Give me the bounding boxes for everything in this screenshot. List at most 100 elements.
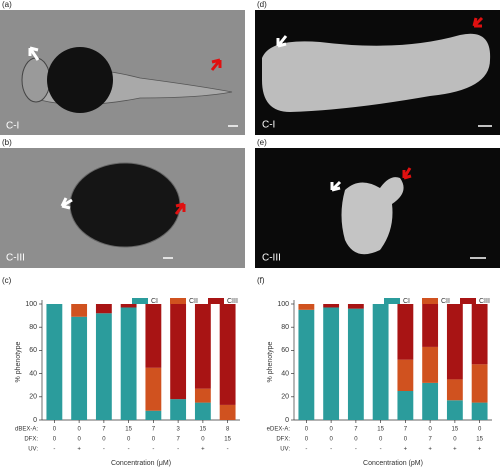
y-tick-label: 60 (281, 347, 289, 354)
row-value: + (201, 447, 205, 453)
bar-segment (170, 399, 187, 420)
y-tick-label: 0 (285, 417, 289, 424)
row-label: dBEX-A: (15, 427, 38, 433)
row-value: 0 (77, 427, 81, 433)
row-value: 0 (305, 437, 309, 443)
bar-segment (422, 346, 439, 383)
bar-segment (372, 304, 389, 420)
row-value: 7 (152, 427, 156, 433)
bar-segment (120, 307, 137, 420)
bar-segment (298, 304, 315, 310)
bar-segment (347, 308, 364, 420)
y-tick-label: 100 (25, 301, 37, 308)
bar-segment (194, 304, 211, 389)
row-value: - (355, 447, 357, 453)
legend-swatch (422, 298, 438, 304)
arrow-white (276, 35, 288, 48)
row-value: 0 (152, 437, 156, 443)
bar-segment (323, 304, 340, 308)
row-value: 0 (478, 427, 482, 433)
legend-swatch (208, 298, 224, 304)
row-value: - (177, 447, 179, 453)
y-tick-label: 80 (29, 324, 37, 331)
row-value: 7 (102, 427, 106, 433)
legend-swatch (132, 298, 148, 304)
yolk (47, 47, 113, 113)
caption: C-I (6, 121, 19, 132)
row-value: 8 (226, 427, 230, 433)
bar-segment (323, 307, 340, 420)
panel-label: (b) (2, 138, 12, 147)
y-tick-label: 100 (277, 301, 289, 308)
panel-label: (d) (257, 0, 267, 9)
row-value: - (305, 447, 307, 453)
legend-swatch (460, 298, 476, 304)
caption: C-III (262, 253, 281, 264)
row-label: UV: (280, 447, 290, 453)
bar-segment (145, 410, 162, 420)
row-value: + (478, 447, 482, 453)
row-value: 0 (127, 437, 131, 443)
row-value: + (428, 447, 432, 453)
x-axis-label: Concentration (pM) (363, 460, 423, 467)
row-label: eDEX-A: (267, 427, 291, 433)
row-value: - (380, 447, 382, 453)
arrow-red (210, 58, 222, 71)
embryo (262, 33, 491, 112)
bar-segment (298, 309, 315, 420)
y-tick-label: 40 (281, 370, 289, 377)
row-value: 0 (201, 437, 205, 443)
row-value: 15 (125, 427, 132, 433)
bar-segment (397, 359, 414, 391)
y-tick-label: 60 (29, 347, 37, 354)
panel-label: (a) (2, 0, 12, 9)
row-value: 0 (329, 427, 333, 433)
row-value: 15 (224, 437, 231, 443)
row-value: + (453, 447, 457, 453)
row-value: 0 (354, 437, 358, 443)
bar-segment (219, 404, 236, 420)
bar-segment (471, 402, 488, 420)
y-axis-label: % phenotype (267, 341, 274, 382)
arrow-white (330, 180, 342, 192)
bar-segment (446, 379, 463, 401)
row-value: - (103, 447, 105, 453)
bar-segment (397, 391, 414, 420)
row-value: 0 (77, 437, 81, 443)
bar-segment (347, 304, 364, 309)
row-value: 7 (404, 427, 408, 433)
panel-label: (c) (2, 276, 12, 285)
panel-label: (f) (257, 276, 265, 285)
row-value: 0 (102, 437, 106, 443)
panel-label: (e) (257, 138, 267, 147)
row-value: - (152, 447, 154, 453)
row-value: + (77, 447, 81, 453)
row-value: - (53, 447, 55, 453)
row-value: 15 (476, 437, 483, 443)
bar-segment (71, 304, 88, 317)
bar-segment (422, 304, 439, 347)
legend-label: CII (189, 298, 198, 305)
x-axis-label: Concentration (μM) (111, 460, 171, 467)
row-value: + (404, 447, 408, 453)
legend-label: CI (151, 298, 158, 305)
arrow-red (472, 16, 484, 28)
bar-segment (120, 304, 137, 308)
caption: C-III (6, 253, 25, 264)
bar-segment (145, 367, 162, 411)
row-label: DFX: (276, 437, 290, 443)
embryo-head (21, 57, 51, 103)
row-value: 0 (53, 427, 57, 433)
row-value: 3 (176, 427, 180, 433)
row-value: - (330, 447, 332, 453)
bar-segment (219, 304, 236, 405)
row-value: 7 (354, 427, 358, 433)
y-tick-label: 20 (281, 394, 289, 401)
bar-segment (95, 313, 112, 420)
row-value: 0 (404, 437, 408, 443)
legend-label: CII (441, 298, 450, 305)
arrow-white (60, 197, 73, 210)
y-tick-label: 80 (281, 324, 289, 331)
y-tick-label: 0 (33, 417, 37, 424)
